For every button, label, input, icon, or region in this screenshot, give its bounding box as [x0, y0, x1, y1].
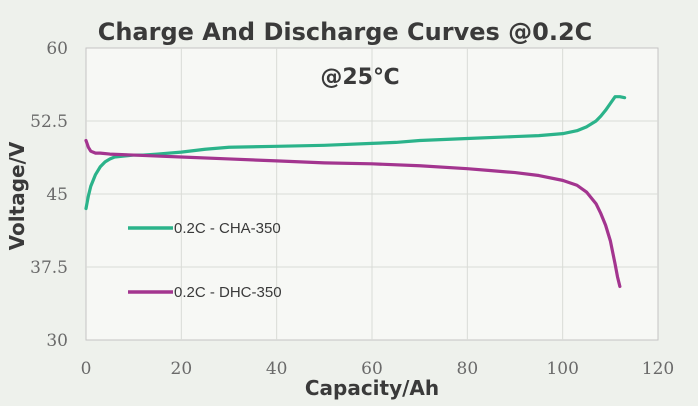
x-tick-label: 100	[546, 359, 578, 379]
chart-title: Charge And Discharge Curves @0.2C	[98, 18, 593, 46]
y-tick-label: 30	[46, 331, 68, 351]
y-tick-label: 37.5	[30, 258, 68, 278]
x-tick-labels: 0 20 40 60 80 100 120	[81, 359, 675, 379]
x-tick-label: 60	[361, 359, 383, 379]
series-line-charge	[84, 95, 627, 211]
y-tick-label: 52.5	[30, 112, 68, 132]
x-axis-title: Capacity/Ah	[305, 376, 439, 400]
series-lines	[84, 95, 627, 289]
x-tick-label: 0	[81, 359, 92, 379]
x-tick-label: 80	[457, 359, 479, 379]
x-tick-label: 120	[642, 359, 674, 379]
y-tick-label: 60	[46, 39, 68, 59]
series-line-discharge	[84, 138, 622, 289]
legend-label-charge: 0.2C - CHA-350	[174, 220, 281, 237]
chart-subtitle: @25℃	[320, 65, 399, 90]
gridlines	[86, 48, 658, 340]
x-tick-label: 20	[171, 359, 193, 379]
x-tick-label: 40	[266, 359, 288, 379]
y-axis-title: Voltage/V	[5, 141, 29, 250]
legend-label-discharge: 0.2C - DHC-350	[174, 284, 282, 301]
y-tick-labels: 30 37.5 45 52.5 60	[30, 39, 68, 351]
y-tick-label: 45	[46, 185, 68, 205]
legend: 0.2C - CHA-350 0.2C - DHC-350	[128, 220, 282, 301]
